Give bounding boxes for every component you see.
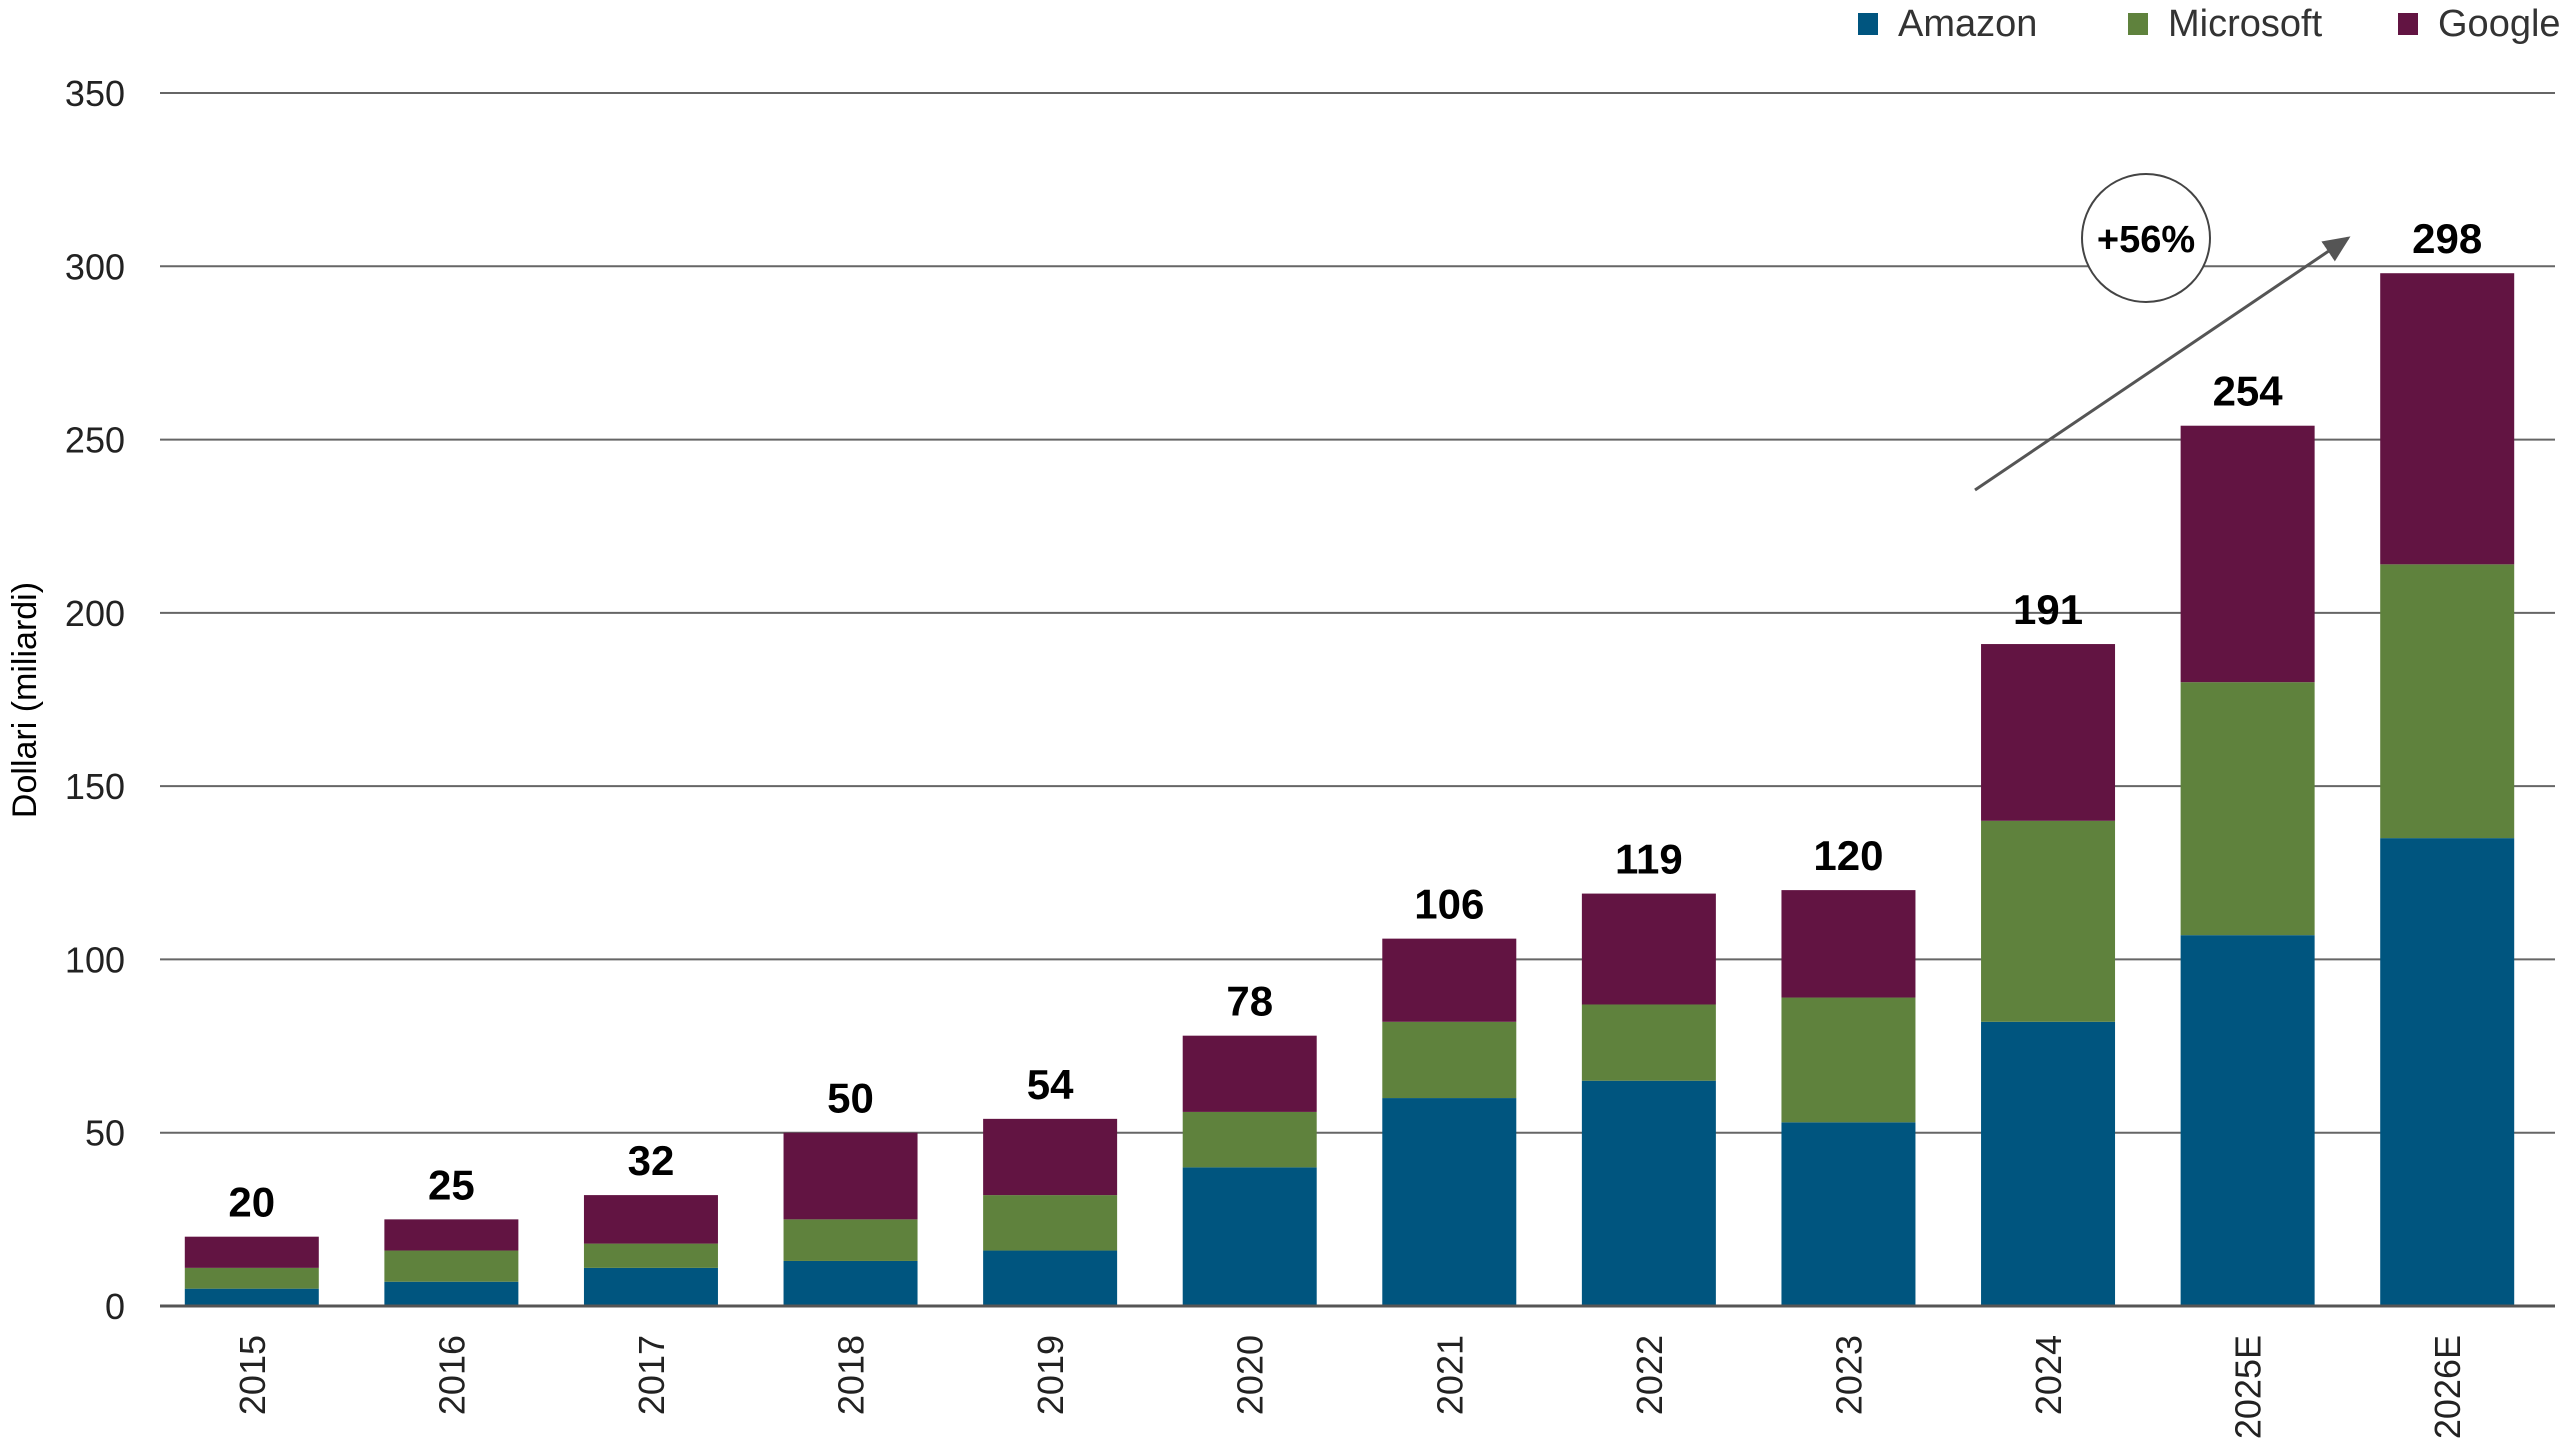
bar-amazon-2015: [184, 1288, 319, 1306]
bar-amazon-2024: [1981, 1021, 2116, 1306]
bar-google-2016: [384, 1219, 519, 1251]
y-axis-ticks: 0 50 100 150 200 250 300 350: [65, 73, 125, 1327]
x-tick-label: 2015: [232, 1335, 273, 1415]
bar-amazon-2021: [1382, 1098, 1517, 1306]
x-tick-label: 2017: [631, 1335, 672, 1415]
legend: Amazon Microsoft Google: [1858, 3, 2560, 45]
legend-swatch-microsoft: [2128, 13, 2148, 35]
bar-google-2020: [1182, 1035, 1317, 1112]
y-tick-label: 350: [65, 73, 125, 114]
x-tick-label: 2018: [831, 1335, 872, 1415]
bar-microsoft-2018: [783, 1219, 918, 1261]
total-label-2017: 32: [628, 1137, 675, 1184]
x-tick-label: 2020: [1230, 1335, 1271, 1415]
x-tick-label: 2025E: [2228, 1335, 2269, 1439]
bar-microsoft-2022: [1581, 1004, 1716, 1081]
bar-google-2022: [1581, 893, 1716, 1005]
x-tick-label: 2023: [1828, 1335, 1869, 1415]
x-tick-label: 2019: [1030, 1335, 1071, 1415]
legend-label-microsoft: Microsoft: [2168, 3, 2323, 45]
bar-amazon-2026E: [2380, 838, 2515, 1306]
y-tick-label: 250: [65, 420, 125, 461]
total-label-2021: 106: [1414, 881, 1484, 928]
legend-swatch-google: [2398, 13, 2418, 35]
total-label-2015: 20: [228, 1179, 275, 1226]
annotation-text: +56%: [2097, 219, 2195, 261]
x-tick-label: 2016: [431, 1335, 472, 1415]
total-label-2016: 25: [428, 1161, 475, 1208]
bar-google-2026E: [2380, 273, 2515, 565]
bar-google-2021: [1382, 938, 1517, 1022]
total-label-2020: 78: [1226, 978, 1273, 1025]
total-label-2026E: 298: [2412, 215, 2482, 262]
y-tick-label: 0: [105, 1286, 125, 1327]
bar-amazon-2023: [1781, 1122, 1916, 1306]
x-axis-ticks: 2015 2016 2017 2018 2019 2020 2021 2022 2023 2024…: [232, 1335, 2468, 1439]
y-tick-label: 300: [65, 246, 125, 287]
bar-google-2019: [983, 1118, 1118, 1196]
bar-microsoft-2020: [1182, 1111, 1317, 1168]
bar-microsoft-2017: [583, 1243, 718, 1268]
legend-label-amazon: Amazon: [1898, 3, 2037, 45]
bar-microsoft-2025E: [2180, 682, 2315, 936]
bar-amazon-2016: [384, 1281, 519, 1306]
total-label-2023: 120: [1813, 832, 1883, 879]
x-tick-label: 2024: [2028, 1335, 2069, 1415]
bar-microsoft-2015: [184, 1267, 319, 1289]
y-tick-label: 150: [65, 766, 125, 807]
bar-amazon-2022: [1581, 1080, 1716, 1306]
legend-swatch-amazon: [1858, 13, 1878, 35]
total-labels: 20 25 32 50 54 78 106 119 120 191 254 298: [228, 215, 2482, 1225]
bar-microsoft-2016: [384, 1250, 519, 1282]
bar-amazon-2025E: [2180, 935, 2315, 1306]
bar-microsoft-2023: [1781, 997, 1916, 1123]
legend-label-google: Google: [2438, 3, 2560, 45]
bar-microsoft-2024: [1981, 820, 2116, 1022]
x-tick-label: 2022: [1629, 1335, 1670, 1415]
y-tick-label: 50: [85, 1113, 125, 1154]
bar-amazon-2019: [983, 1250, 1118, 1306]
growth-arrow: [1974, 236, 2351, 492]
bar-amazon-2020: [1182, 1167, 1317, 1306]
growth-annotation: +56%: [1974, 173, 2351, 492]
bar-amazon-2017: [583, 1267, 718, 1306]
total-label-2018: 50: [827, 1075, 874, 1122]
bar-google-2017: [583, 1195, 718, 1244]
x-tick-label: 2021: [1429, 1335, 1470, 1415]
total-label-2019: 54: [1027, 1061, 1074, 1108]
y-tick-label: 200: [65, 593, 125, 634]
bar-google-2015: [184, 1236, 319, 1268]
bar-microsoft-2019: [983, 1195, 1118, 1251]
annotation-circle: [2081, 173, 2211, 303]
bar-google-2025E: [2180, 425, 2315, 683]
bar-google-2018: [783, 1132, 918, 1220]
y-axis-label: Dollari (miliardi): [6, 582, 44, 818]
bars: [184, 273, 2515, 1306]
total-label-2025E: 254: [2213, 368, 2284, 415]
bar-google-2023: [1781, 890, 1916, 998]
gridlines: [160, 92, 2555, 1134]
bar-google-2024: [1981, 644, 2116, 821]
total-label-2024: 191: [2013, 586, 2083, 633]
y-tick-label: 100: [65, 939, 125, 980]
total-label-2022: 119: [1615, 836, 1683, 883]
bar-microsoft-2026E: [2380, 564, 2515, 839]
x-tick-label: 2026E: [2427, 1335, 2468, 1439]
bar-microsoft-2021: [1382, 1021, 1517, 1099]
bar-amazon-2018: [783, 1260, 918, 1306]
